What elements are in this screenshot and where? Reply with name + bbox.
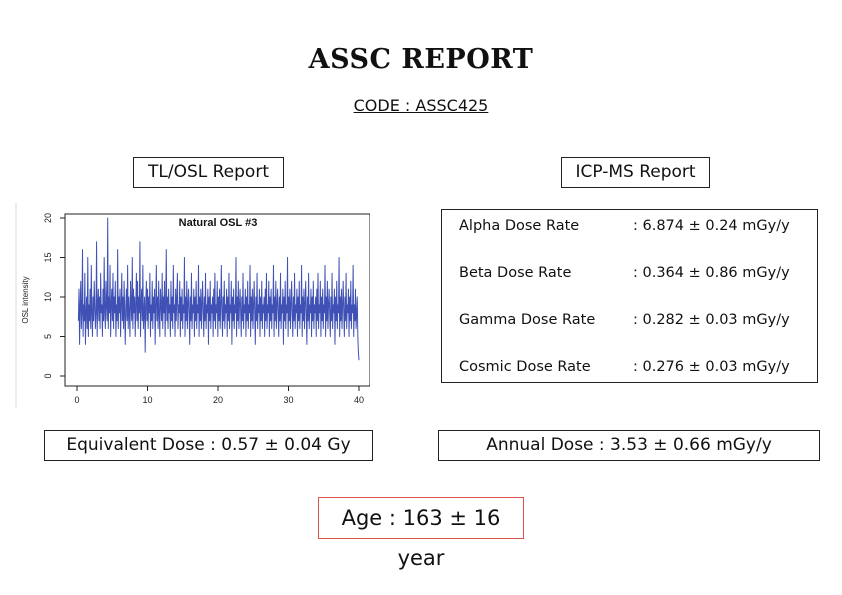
gamma-dose-label: Gamma Dose Rate [459,312,596,328]
x-tick-label-3: 30 [283,395,293,405]
beta-dose-value: : 0.364 ± 0.86 mGy/y [633,265,790,281]
y-ticks: 0 5 10 15 20 [43,213,65,379]
y-tick-label-3: 15 [43,252,53,262]
alpha-dose-label: Alpha Dose Rate [459,218,580,234]
y-tick-label-1: 5 [43,334,53,339]
cosmic-dose-value: : 0.276 ± 0.03 mGy/y [633,359,790,375]
y-tick-label-2: 10 [43,292,53,302]
x-tick-label-1: 10 [142,395,152,405]
age-result-box: Age : 163 ± 16 year [318,497,524,570]
beta-dose-label: Beta Dose Rate [459,265,572,281]
tl-osl-report-label: TL/OSL Report [133,157,284,188]
osl-series-line [77,217,360,361]
cosmic-dose-label: Cosmic Dose Rate [459,359,591,375]
alpha-dose-value: : 6.874 ± 0.24 mGy/y [633,218,790,234]
icp-ms-panel: Alpha Dose Rate : 6.874 ± 0.24 mGy/y Bet… [441,209,818,383]
x-ticks: 0 10 20 30 40 [74,386,364,405]
report-code: CODE : ASSC425 [353,96,489,115]
y-tick-label-4: 20 [43,213,53,223]
chart-title: Natural OSL #3 [179,217,258,229]
y-axis-label: OSL intensity [21,276,30,323]
icp-ms-report-label: ICP-MS Report [561,157,710,188]
y-tick-label-0: 0 [43,373,53,378]
gamma-dose-value: : 0.282 ± 0.03 mGy/y [633,312,790,328]
report-title: ASSC REPORT [308,44,534,75]
equivalent-dose-box: Equivalent Dose : 0.57 ± 0.04 Gy [44,430,373,461]
x-tick-label-4: 40 [354,395,364,405]
x-tick-label-2: 20 [213,395,223,405]
annual-dose-box: Annual Dose : 3.53 ± 0.66 mGy/y [438,430,820,461]
x-tick-label-0: 0 [74,395,79,405]
osl-chart: Natural OSL #3 OSL intensity 0 5 10 15 20 0 1… [15,203,370,408]
